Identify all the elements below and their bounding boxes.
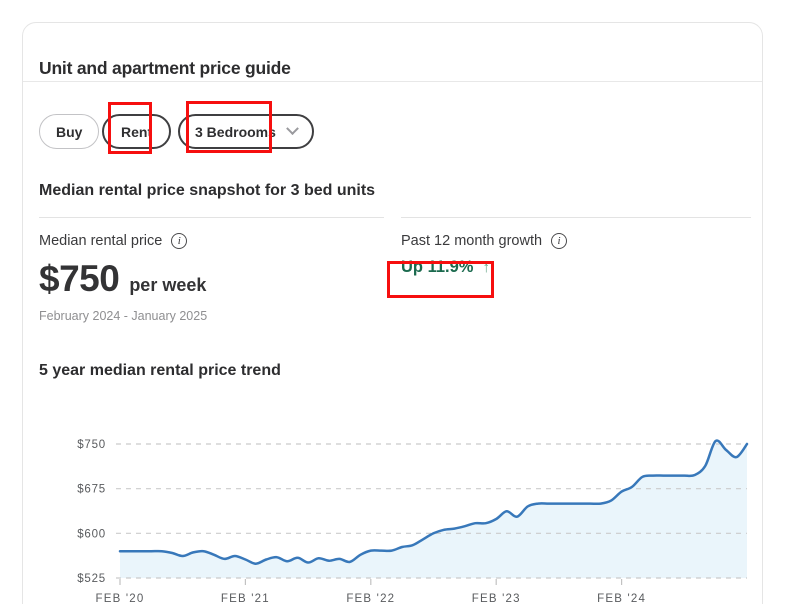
x-axis-label: FEB '24 <box>597 593 646 604</box>
growth-label: Past 12 month growth <box>401 233 543 249</box>
chevron-down-icon <box>286 122 299 136</box>
median-price-label: Median rental price <box>39 233 163 249</box>
buy-button[interactable]: Buy <box>39 114 100 149</box>
rent-button[interactable]: Rent <box>102 114 172 149</box>
x-axis-label: FEB '21 <box>221 593 270 604</box>
y-axis-label: $750 <box>77 439 106 451</box>
trend-area <box>120 440 747 578</box>
trend-heading: 5 year median rental price trend <box>39 362 281 379</box>
median-price-value: $750 <box>39 258 120 299</box>
divider <box>23 81 762 82</box>
growth-panel: Past 12 month growth i Up 11.9% ↑ <box>401 217 751 277</box>
info-icon[interactable]: i <box>171 233 188 249</box>
info-icon[interactable]: i <box>551 233 568 249</box>
y-axis-label: $525 <box>77 573 106 585</box>
price-guide-card: Unit and apartment price guide Buy Rent … <box>22 22 763 604</box>
trend-chart-svg[interactable]: $750 $675 $600 $525 FEB '20 FEB '21 FEB '22 FEB… <box>31 404 761 604</box>
median-price-unit: per week <box>129 275 207 295</box>
x-axis-label: FEB '20 <box>96 593 145 604</box>
up-arrow-icon: ↑ <box>482 259 490 276</box>
y-axis-label: $600 <box>77 528 106 540</box>
growth-value: Up 11.9% <box>401 258 474 276</box>
snapshot-heading: Median rental price snapshot for 3 bed u… <box>39 182 376 199</box>
median-price-panel: Median rental price i $750 per week Febr… <box>39 217 384 323</box>
trend-line <box>118 439 749 565</box>
y-axis-label: $675 <box>77 484 106 496</box>
card-title: Unit and apartment price guide <box>39 58 291 78</box>
bedrooms-dropdown[interactable]: 3 Bedrooms <box>178 114 314 149</box>
x-axis-label: FEB '23 <box>472 593 521 604</box>
bedrooms-label: 3 Bedrooms <box>195 123 276 140</box>
x-axis-label: FEB '22 <box>346 593 395 604</box>
median-price-period: February 2024 - January 2025 <box>39 309 208 323</box>
trend-chart[interactable]: $750 $675 $600 $525 FEB '20 FEB '21 FEB '22 FEB… <box>31 404 761 604</box>
